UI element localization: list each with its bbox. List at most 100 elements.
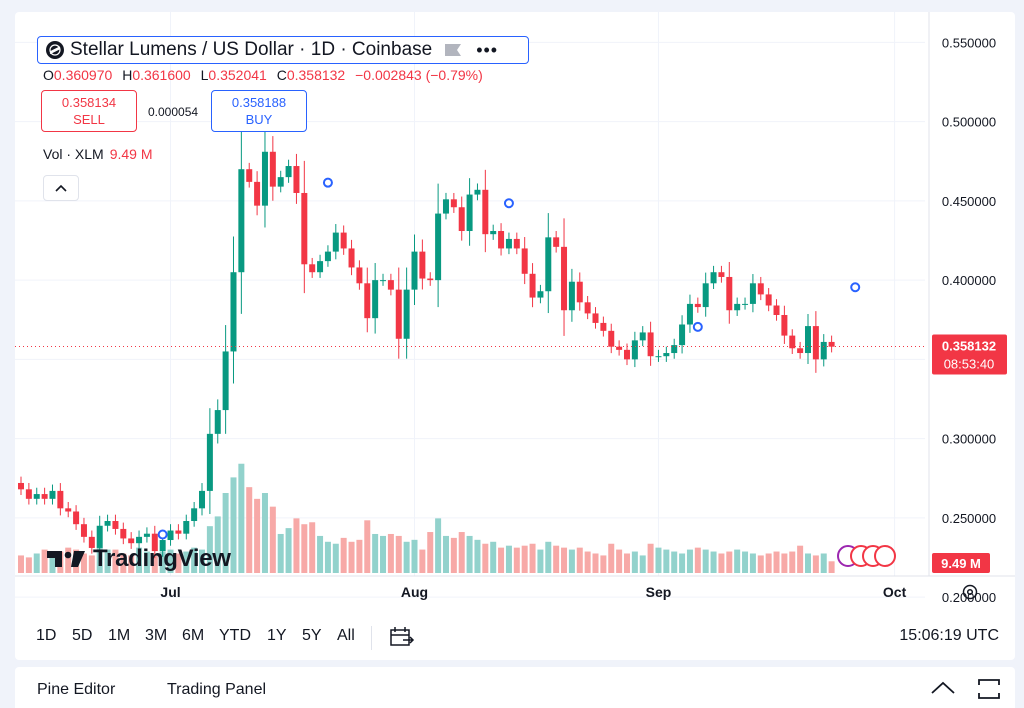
volume-bar (419, 549, 426, 573)
volume-bar (616, 549, 623, 573)
candle (694, 297, 701, 313)
tf-1m[interactable]: 1M (108, 627, 131, 644)
volume-bar (317, 535, 324, 573)
chart-panel[interactable]: 0.5500000.5000000.4500000.4000000.350000… (15, 12, 1015, 660)
tf-all[interactable]: All (337, 627, 355, 644)
volume-bar (765, 553, 772, 573)
candle-body (655, 356, 662, 358)
close-value: 0.358132 (286, 67, 346, 83)
volume-bar (18, 555, 24, 573)
candle-body (442, 199, 449, 214)
volume-bar (757, 555, 764, 573)
buy-button[interactable]: 0.358188 BUY (211, 90, 307, 132)
trading-panel-tab[interactable]: Trading Panel (167, 681, 267, 698)
candle-body (285, 166, 292, 178)
candle-body (742, 303, 749, 305)
price-chart[interactable]: 0.5500000.5000000.4500000.4000000.350000… (15, 12, 1015, 608)
candle (356, 260, 363, 290)
x-tick-label: Oct (883, 584, 907, 600)
candle-body (175, 530, 182, 534)
more-options-icon[interactable]: ••• (476, 39, 499, 60)
candle (726, 261, 733, 324)
volume-bar (773, 551, 780, 573)
buy-label: BUY (245, 112, 273, 127)
candle (340, 225, 347, 255)
close-key: C (276, 67, 287, 83)
spread-value: 0.000054 (148, 105, 199, 119)
volume-bar (592, 553, 599, 573)
candle (222, 325, 229, 434)
volume-legend[interactable]: Vol · XLM 9.49 M (43, 146, 153, 162)
candle-body (96, 525, 103, 548)
maximize-panel-icon[interactable] (977, 678, 1001, 700)
volume-bar (175, 553, 182, 573)
stellar-logo-icon (46, 41, 64, 59)
tf-1d[interactable]: 1D (36, 627, 57, 644)
candle (505, 232, 512, 255)
countdown-text: 08:53:40 (944, 356, 995, 371)
candle (183, 514, 190, 540)
symbol-title[interactable]: Stellar Lumens / US Dollar · 1D · Coinba… (70, 39, 433, 60)
candle (600, 316, 607, 337)
tf-3m[interactable]: 3M (145, 627, 168, 644)
candle-body (710, 272, 717, 284)
candle-body (18, 482, 24, 490)
volume-bar (301, 524, 308, 573)
candle-body (521, 248, 528, 274)
candle-body (805, 326, 811, 354)
candle-body (647, 332, 654, 357)
volume-bar (324, 541, 331, 573)
volume-bar (254, 498, 261, 573)
candle-body (757, 283, 764, 295)
candle (537, 284, 544, 304)
candle (151, 525, 158, 559)
flag-icon[interactable] (444, 43, 462, 57)
candle-body (112, 521, 119, 529)
high-value: 0.361600 (132, 67, 191, 83)
tf-5y[interactable]: 5Y (302, 627, 322, 644)
gear-ring (962, 584, 978, 600)
volume-bar (403, 541, 410, 573)
tf-5d[interactable]: 5D (72, 627, 93, 644)
candle (277, 170, 284, 193)
candle-body (592, 313, 599, 323)
candle (88, 530, 95, 554)
candle-body (686, 303, 693, 325)
volume-bar (427, 532, 434, 573)
expand-panel-icon[interactable] (930, 681, 956, 695)
event-marker-icon (322, 177, 333, 188)
tf-1y[interactable]: 1Y (267, 627, 287, 644)
volume-bar (537, 549, 544, 573)
volume-bar (199, 549, 206, 573)
volume-bar (340, 537, 347, 573)
candle (482, 169, 489, 253)
candle (639, 326, 646, 347)
candle (584, 295, 591, 320)
symbol-legend[interactable]: Stellar Lumens / US Dollar · 1D · Coinba… (37, 36, 529, 64)
candle-body (458, 207, 465, 232)
candle-body (120, 528, 127, 539)
candle-body (65, 508, 72, 512)
date-range-icon[interactable] (389, 625, 415, 651)
volume-bar (261, 493, 268, 573)
candle-body (88, 536, 95, 548)
watermark-text: TradingView (93, 545, 231, 572)
candle (734, 297, 741, 316)
time-axis: Jul Aug Sep Oct (15, 575, 1015, 600)
collapse-legend-button[interactable] (43, 175, 79, 201)
tf-ytd[interactable]: YTD (219, 627, 251, 644)
sell-button[interactable]: 0.358134 SELL (41, 90, 137, 132)
pine-editor-tab[interactable]: Pine Editor (37, 681, 116, 698)
volume-bar (269, 506, 276, 573)
candle-body (812, 326, 819, 360)
candle-body (269, 151, 276, 187)
candle (293, 153, 300, 204)
candle (167, 524, 174, 546)
x-tick-label: Jul (160, 584, 180, 600)
tf-6m[interactable]: 6M (182, 627, 205, 644)
utc-clock[interactable]: 15:06:19 UTC (899, 627, 999, 644)
volume-badge-bg (932, 553, 990, 573)
settings-gear-icon[interactable] (962, 584, 978, 600)
candle-body (41, 494, 48, 499)
volume-bar (112, 549, 119, 573)
